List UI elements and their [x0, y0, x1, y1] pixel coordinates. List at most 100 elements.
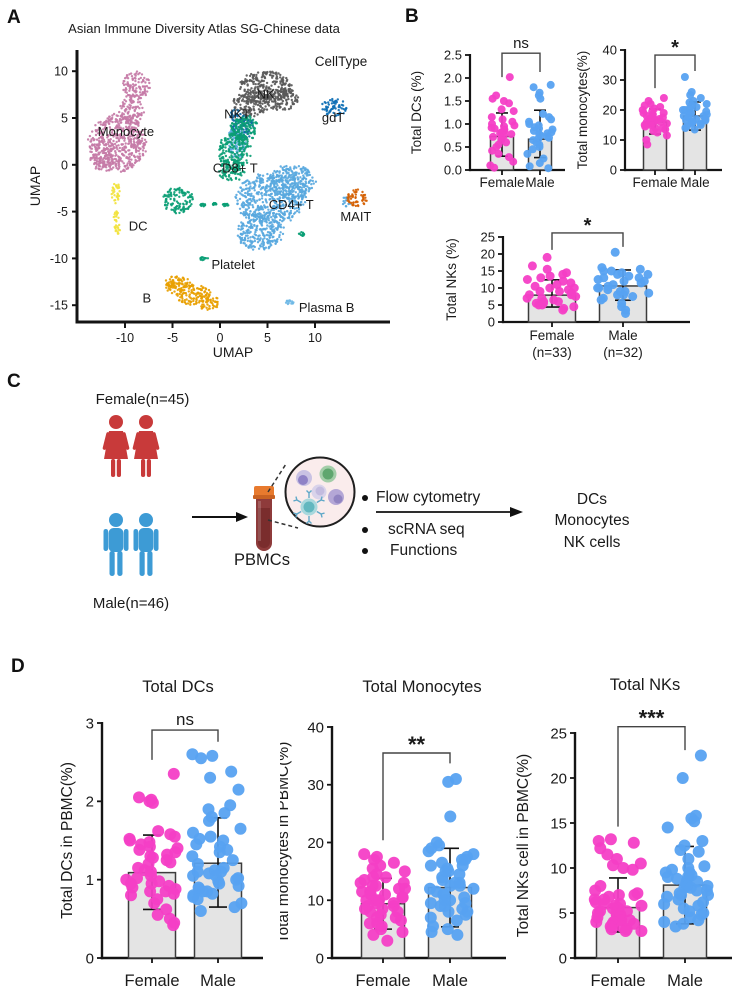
svg-text:20: 20: [481, 247, 495, 262]
svg-text:15: 15: [550, 815, 567, 832]
category-label-male: Male: [200, 972, 236, 990]
chart-title: Total DCs: [142, 678, 214, 696]
umap-xlabel: UMAP: [213, 344, 253, 360]
significance-bracket: [617, 726, 686, 827]
umap-cluster-mait: [346, 188, 368, 208]
significance-label: ***: [639, 706, 665, 731]
svg-text:1: 1: [86, 872, 94, 889]
svg-text:2.5: 2.5: [444, 48, 462, 63]
svg-text:10: 10: [307, 893, 324, 910]
chart-ylabel: Total monocytes(%): [575, 51, 590, 170]
male-icon: [103, 513, 129, 576]
umap-label-gdt: gdT: [322, 110, 344, 125]
category-label-male: Male: [608, 328, 637, 343]
svg-text:5: 5: [61, 112, 68, 126]
svg-text:30: 30: [603, 73, 617, 88]
dots-female: [354, 848, 411, 947]
chart-title: Total NKs: [610, 676, 681, 694]
pbmcs-label: PBMCs: [234, 551, 290, 569]
significance-label: *: [584, 215, 592, 237]
category-label-male: Male: [680, 175, 709, 190]
umap-cluster-platelet: [199, 256, 210, 262]
svg-text:0: 0: [316, 950, 324, 967]
svg-text:20: 20: [603, 103, 617, 118]
significance-label: **: [408, 732, 426, 757]
svg-text:0: 0: [488, 315, 495, 330]
umap-label-mait: MAIT: [340, 209, 371, 224]
svg-text:0.5: 0.5: [444, 140, 462, 155]
svg-text:10: 10: [308, 331, 322, 345]
svg-text:0: 0: [217, 331, 224, 345]
significance-bracket: [501, 52, 541, 78]
blood-tube-icon: [253, 486, 275, 551]
cell-violet: [328, 489, 344, 505]
umap-label-nk: NK: [257, 87, 275, 102]
chart-panel-d-total-dcs: Total DCs 0 1 2 3 Total DCs in PBMC(%) Female M…: [60, 678, 263, 990]
category-label-male: Male: [667, 972, 703, 990]
umap-label-plasma-b: Plasma B: [299, 300, 355, 315]
dots-female: [638, 94, 671, 149]
umap-label-nkt: NKT: [224, 106, 250, 121]
svg-text:20: 20: [550, 770, 567, 787]
umap-label-platelet: Platelet: [211, 257, 255, 272]
female-icon: [102, 415, 130, 477]
svg-text:10: 10: [481, 281, 495, 296]
output-monocytes: Monocytes: [554, 512, 630, 530]
chart-ylabel: Total DCs in PBMC(%): [60, 762, 76, 919]
svg-text:-10: -10: [116, 331, 134, 345]
svg-text:5: 5: [559, 905, 567, 922]
chart-panel-b-total-dcs: 0.0 0.5 1.0 1.5 2.0 2.5 Total DCs (%) Female Mal…: [409, 35, 565, 190]
svg-text:1.5: 1.5: [444, 94, 462, 109]
umap-cluster-gdt: [321, 97, 348, 118]
significance-label: ns: [513, 35, 529, 52]
cell-lymphocyte-purple: [296, 470, 312, 486]
bullet-dot-icon: [362, 494, 368, 501]
svg-text:10: 10: [603, 133, 617, 148]
male-group-label: Male(n=46): [92, 595, 170, 612]
svg-text:40: 40: [603, 43, 617, 58]
category-label-female: Female: [355, 972, 410, 990]
bullet-dot-icon: [362, 526, 368, 533]
svg-text:2: 2: [86, 794, 94, 811]
dots-male: [523, 80, 557, 173]
umap-cluster-dc: [110, 182, 122, 235]
chart-panel-b-total-monocytes: 0 10 20 30 40 Total monocytes(%) Female Male *: [575, 37, 722, 190]
significance-bracket: [654, 54, 696, 89]
svg-text:15: 15: [481, 264, 495, 279]
svg-text:-15: -15: [50, 299, 68, 313]
umap-legend-title: CellType: [315, 54, 368, 69]
category-label-female: Female: [479, 175, 524, 190]
umap-cluster-b: [164, 275, 219, 311]
umap-cluster-cd4-t: [227, 125, 352, 251]
umap-label-cd4-t: CD4+ T: [269, 197, 314, 212]
significance-bracket: [551, 232, 624, 250]
svg-text:-5: -5: [167, 331, 178, 345]
workflow-arrow-icon: [376, 507, 523, 517]
dots-female: [588, 833, 648, 937]
category-label-male: Male: [525, 175, 554, 190]
umap-label-monocyte: Monocyte: [98, 124, 154, 139]
female-icons: [102, 415, 160, 477]
svg-text:0: 0: [559, 950, 567, 967]
svg-text:0.0: 0.0: [444, 163, 462, 178]
bullet-flow-cytometry: Flow cytometry: [362, 487, 480, 508]
svg-text:10: 10: [550, 860, 567, 877]
magnifier-connector-lines: [267, 463, 299, 529]
chart-ylabel: Total NKs (%): [444, 238, 459, 321]
svg-text:3: 3: [86, 715, 94, 732]
chart-title: Total Monocytes: [362, 678, 481, 696]
umap-label-dc: DC: [129, 219, 148, 234]
svg-text:25: 25: [550, 725, 567, 742]
female-group-label: Female(n=45): [95, 391, 190, 408]
analysis-outputs: DCs Monocytes NK cells: [540, 489, 644, 553]
n-label-male: (n=32): [603, 345, 642, 360]
umap-label-b: B: [143, 291, 152, 306]
chart-panel-d-total-monocytes: Total Monocytes 0 10 20 30 40 Total monocytes …: [280, 678, 506, 990]
female-icon: [132, 415, 160, 477]
panel-d-label: D: [11, 656, 25, 677]
svg-text:1.0: 1.0: [444, 117, 462, 132]
significance-bracket: [151, 729, 219, 760]
svg-text:0: 0: [86, 950, 94, 967]
bullet-scrna-seq: scRNA seq: [362, 519, 465, 540]
